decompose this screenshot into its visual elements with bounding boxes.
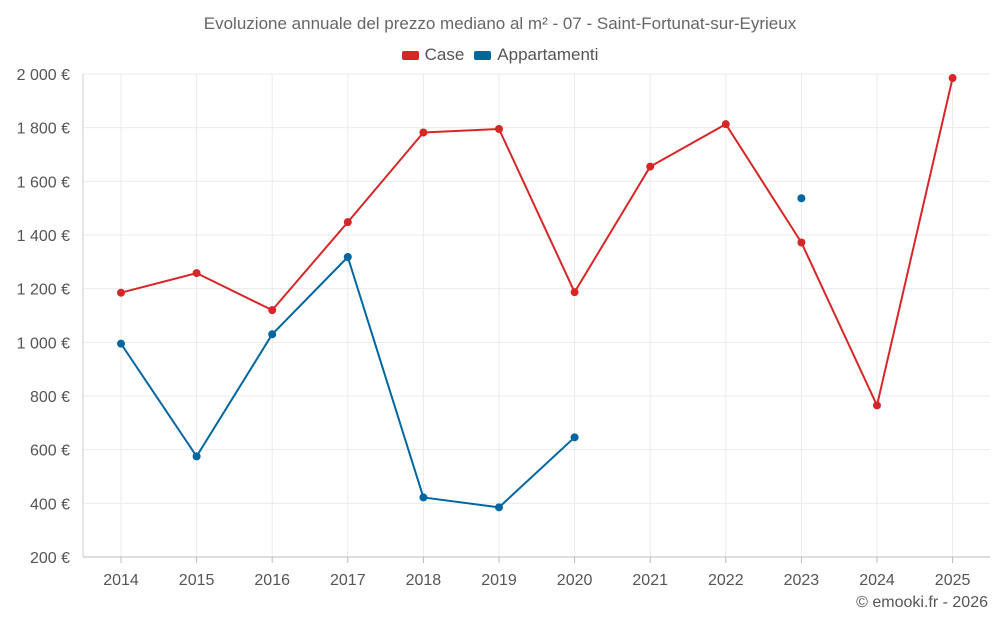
- series-case: [117, 74, 957, 410]
- series-lines: [117, 74, 957, 512]
- y-tick-label: 800 €: [30, 389, 70, 406]
- y-tick-label: 1 200 €: [17, 282, 70, 299]
- data-point-appartamenti-2023: [797, 194, 806, 203]
- legend-label-appartamenti: Appartamenti: [497, 45, 599, 64]
- data-point-case-2020: [570, 288, 579, 297]
- data-point-appartamenti-2017: [343, 253, 352, 262]
- data-point-case-2023: [797, 238, 806, 247]
- data-point-case-2019: [495, 125, 503, 134]
- x-tick-label: 2025: [935, 572, 971, 589]
- data-point-case-2021: [646, 162, 655, 171]
- data-point-appartamenti-2020: [570, 433, 579, 442]
- x-tick-label: 2019: [481, 572, 517, 589]
- x-tick-label: 2020: [557, 572, 593, 589]
- x-tick-label: 2022: [708, 572, 744, 589]
- data-point-case-2017: [343, 218, 352, 227]
- data-point-appartamenti-2015: [192, 452, 201, 461]
- series-appartamenti: [117, 194, 806, 512]
- y-tick-label: 1 800 €: [17, 121, 70, 138]
- data-point-appartamenti-2019: [495, 503, 503, 512]
- data-point-appartamenti-2018: [419, 493, 428, 502]
- credit: © emooki.fr - 2026: [856, 594, 988, 611]
- x-tick-label: 2015: [179, 572, 215, 589]
- data-point-case-2015: [192, 269, 201, 278]
- data-point-case-2025: [948, 74, 957, 83]
- data-point-case-2014: [117, 288, 125, 297]
- legend-item-appartamenti[interactable]: Appartamenti: [474, 45, 598, 65]
- data-point-case-2022: [721, 120, 730, 129]
- data-point-case-2024: [873, 401, 881, 410]
- x-tick-label: 2016: [254, 572, 290, 589]
- legend-swatch-case: [401, 50, 419, 60]
- data-point-case-2016: [268, 306, 277, 315]
- legend: Case Appartamenti: [0, 45, 1000, 65]
- legend-item-case[interactable]: Case: [401, 45, 465, 65]
- data-point-appartamenti-2016: [268, 330, 277, 339]
- legend-swatch-appartamenti: [474, 50, 492, 60]
- y-tick-label: 200 €: [30, 550, 70, 567]
- chart-title: Evoluzione annuale del prezzo mediano al…: [203, 14, 797, 33]
- axes: 200 € 400 € 600 € 800 € 1 000 € 1 200 € 1 400 …: [17, 67, 990, 589]
- x-tick-label: 2024: [859, 572, 895, 589]
- x-tick-label: 2017: [330, 572, 366, 589]
- y-tick-label: 400 €: [30, 496, 70, 513]
- series-line-case: [120, 77, 954, 407]
- x-tick-label: 2023: [784, 572, 820, 589]
- data-point-case-2018: [419, 128, 428, 137]
- y-tick-label: 1 600 €: [17, 174, 70, 191]
- y-tick-label: 2 000 €: [17, 67, 70, 84]
- grid: [83, 73, 990, 557]
- y-tick-label: 600 €: [30, 443, 70, 460]
- y-tick-label: 1 400 €: [17, 228, 70, 245]
- y-tick-label: 1 000 €: [17, 335, 70, 352]
- x-tick-label: 2021: [632, 572, 668, 589]
- legend-label-case: Case: [424, 45, 465, 64]
- x-tick-label: 2014: [103, 572, 139, 589]
- x-tick-label: 2018: [406, 572, 442, 589]
- data-point-appartamenti-2014: [117, 339, 125, 348]
